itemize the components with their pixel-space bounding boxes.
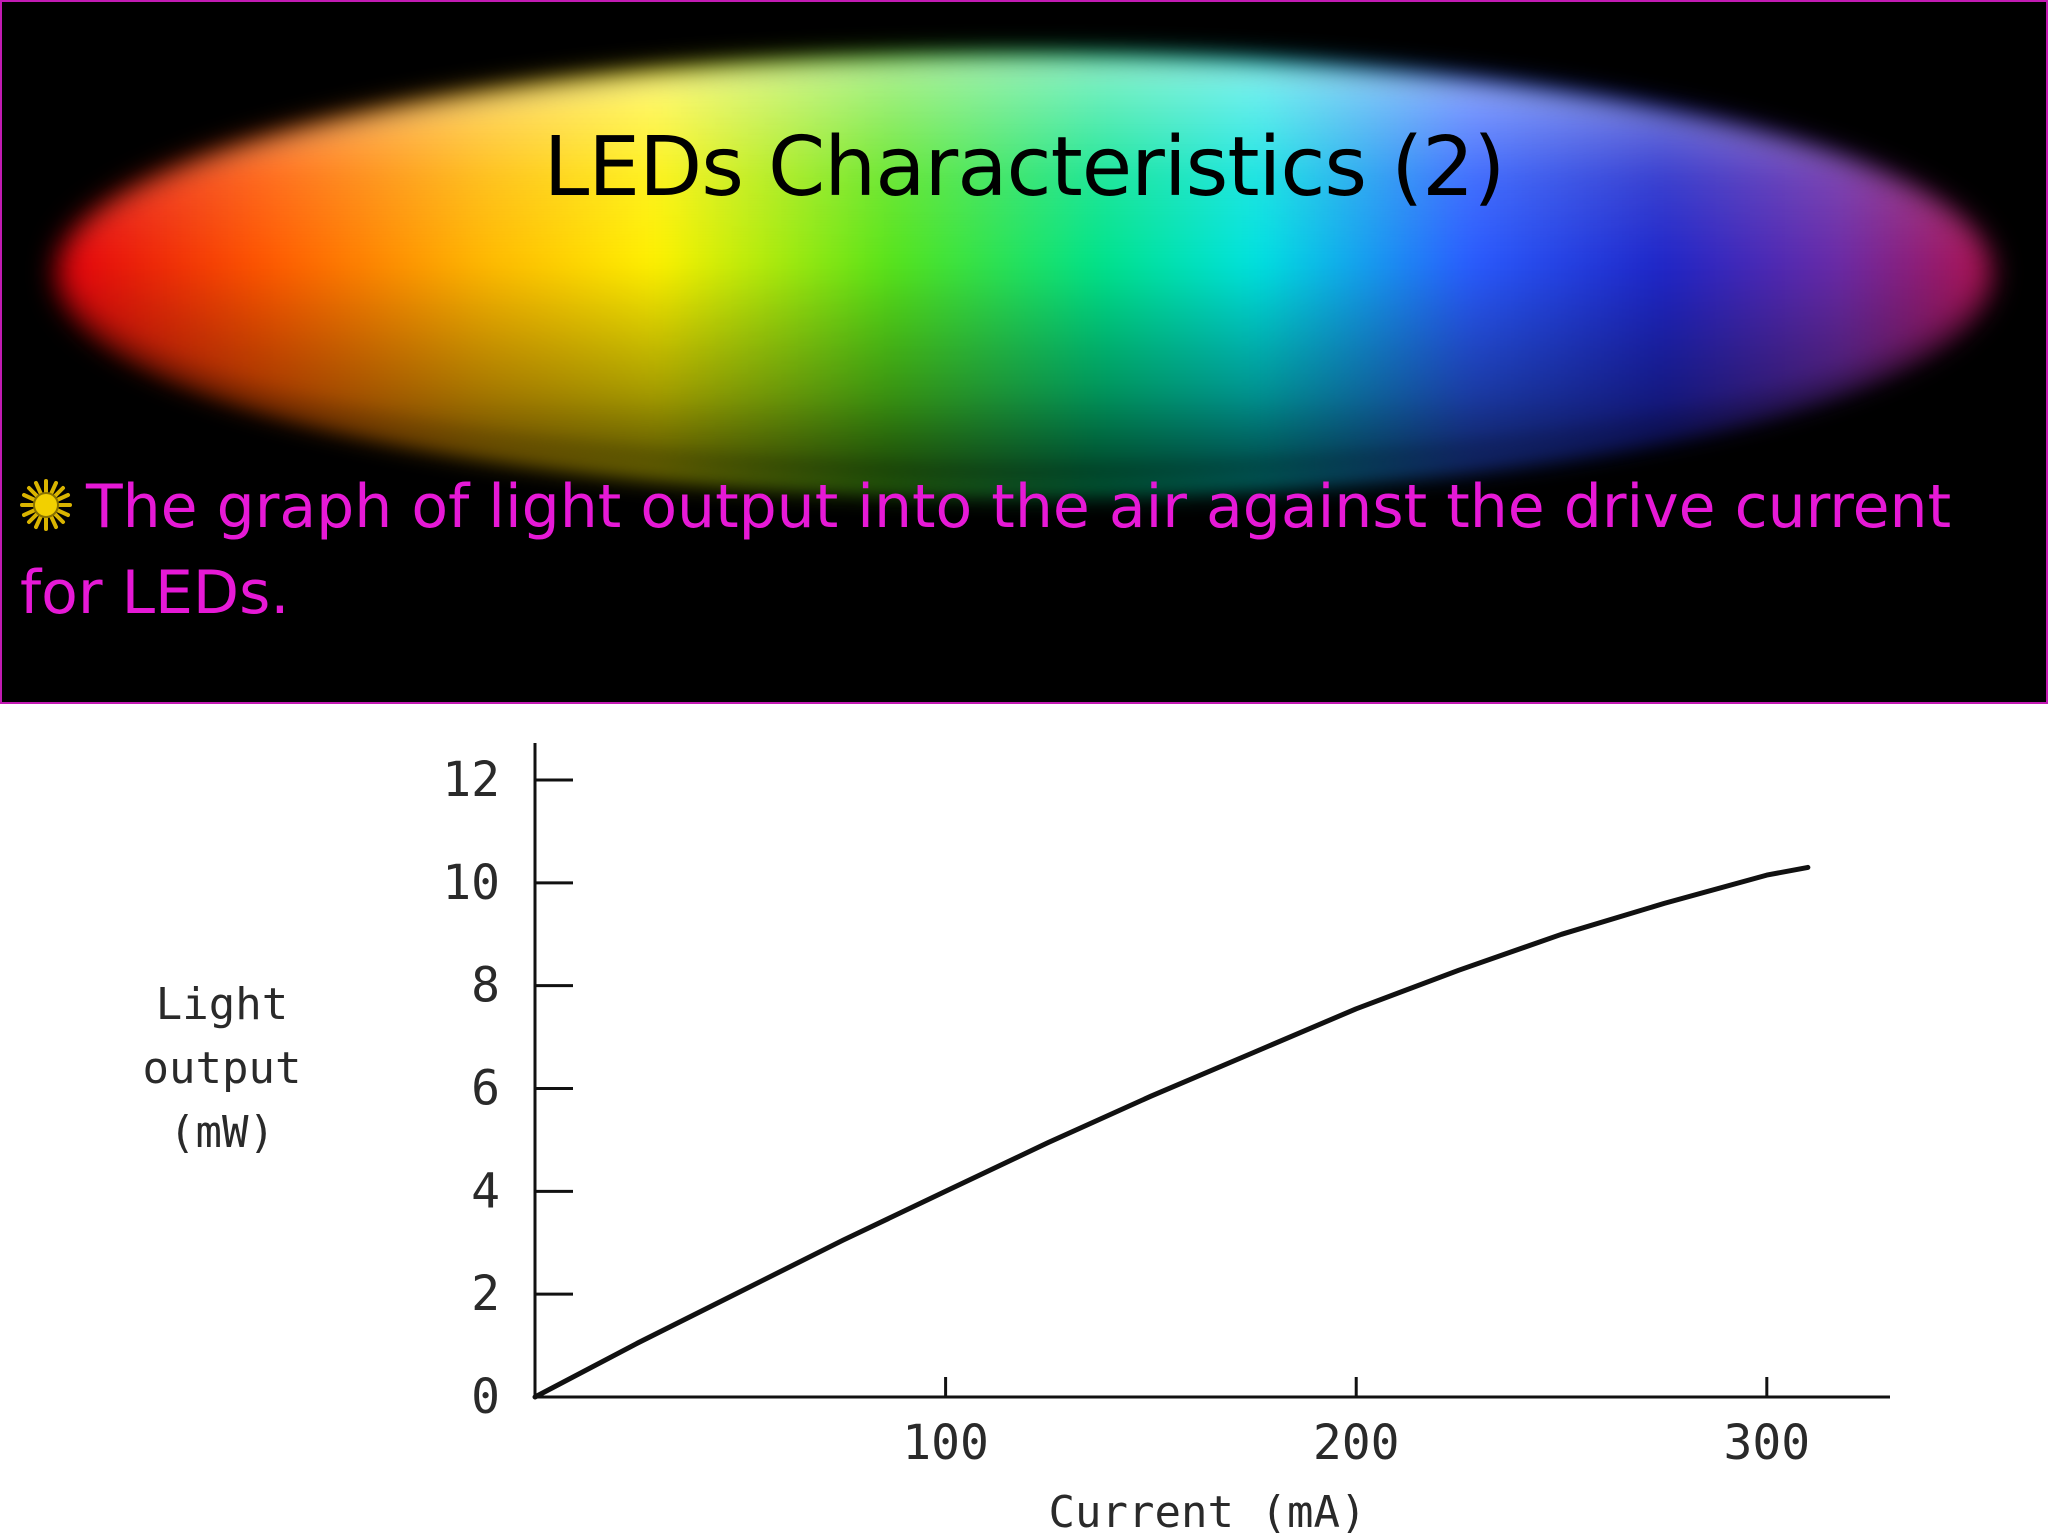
x-tick-label: 100 (902, 1415, 989, 1471)
y-tick-label: 2 (471, 1266, 500, 1322)
light-output-curve (532, 864, 1811, 1400)
y-tick-label: 6 (471, 1061, 500, 1117)
y-axis-label-line: Light (156, 979, 288, 1030)
y-tick-label: 8 (471, 958, 500, 1014)
sun-burst-icon (20, 479, 72, 531)
light-output-chart: Light output (mW) 0 2 4 6 8 10 12 100 200 300 Curr… (0, 703, 2048, 1536)
y-tick-label: 10 (442, 855, 500, 911)
x-tick-label: 200 (1313, 1415, 1400, 1471)
x-axis-label: Current (mA) (1049, 1487, 1367, 1536)
slide-title: LEDs Characteristics (2) (543, 120, 1506, 215)
y-axis-label-line: output (143, 1043, 302, 1094)
slide-header: LEDs Characteristics (2) The graph of li… (0, 0, 2048, 704)
chart-canvas: Light output (mW) 0 2 4 6 8 10 12 100 200 300 Curr… (143, 743, 1890, 1536)
bullet-text: The graph of light output into the air a… (20, 472, 1952, 628)
y-tick-label: 12 (442, 752, 500, 808)
y-axis-ticks: 0 2 4 6 8 10 12 (442, 752, 573, 1425)
y-tick-label: 0 (471, 1369, 500, 1425)
x-tick-label: 300 (1723, 1415, 1810, 1471)
y-tick-label: 4 (471, 1163, 500, 1219)
y-axis-label-line: (mW) (169, 1107, 275, 1158)
bullet-point: The graph of light output into the air a… (20, 464, 2020, 636)
spectrum-shading (57, 57, 1992, 487)
y-axis-label: Light output (mW) (143, 979, 302, 1158)
x-axis-ticks: 100 200 300 (902, 1377, 1810, 1471)
